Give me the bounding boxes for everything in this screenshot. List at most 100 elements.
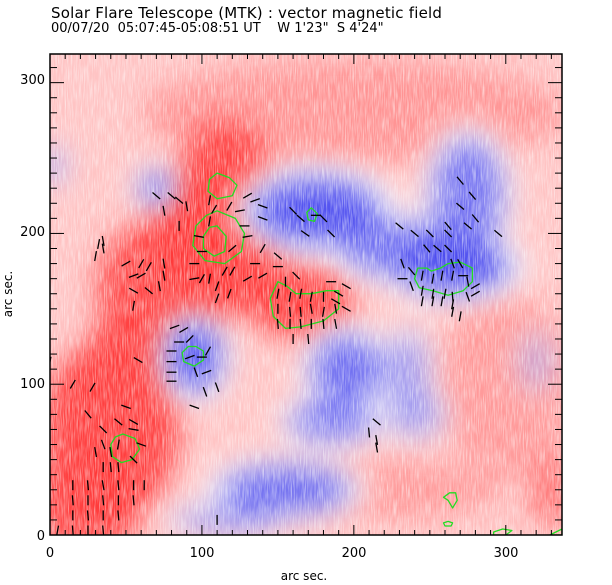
field-vector (136, 442, 147, 447)
field-vector (133, 357, 143, 364)
field-vector (157, 281, 161, 292)
field-vector (208, 195, 212, 206)
subtitle-date: 00/07/20 (51, 21, 110, 36)
field-vector (214, 382, 220, 393)
field-vector (466, 276, 470, 287)
field-vector (56, 525, 60, 535)
field-vector (309, 291, 313, 302)
field-vector (201, 369, 212, 375)
x-tick-label: 300 (494, 546, 519, 561)
field-contour (306, 207, 319, 223)
field-vector (319, 214, 328, 223)
field-vector (444, 221, 452, 231)
field-vector (299, 288, 303, 299)
field-vector (250, 197, 261, 203)
field-vector (330, 298, 341, 305)
field-vector (470, 290, 481, 297)
field-contour (442, 492, 458, 509)
field-vector (273, 252, 283, 260)
noise-overlay (50, 54, 562, 535)
field-vector (174, 196, 184, 204)
field-vector (334, 318, 338, 329)
field-vector (470, 283, 481, 290)
field-vector (116, 439, 120, 450)
field-vector (99, 425, 108, 434)
contour-layer (110, 172, 562, 535)
field-vector (276, 288, 280, 299)
field-vector (226, 288, 232, 299)
field-vector (128, 418, 139, 425)
field-vector (208, 273, 212, 284)
field-vector (423, 244, 431, 253)
chart-title: Solar Flare Telescope (MTK) : vector mag… (51, 4, 443, 22)
field-vector (102, 525, 105, 535)
field-vector (121, 260, 131, 267)
field-vector (189, 404, 200, 410)
subtitle-time-range: 05:07:45-05:08:51 UT (117, 21, 261, 36)
field-contour (202, 225, 227, 257)
field-vector (455, 202, 465, 210)
field-vector (102, 495, 105, 506)
field-vector (375, 442, 379, 453)
field-vector (341, 305, 351, 312)
plot-frame (49, 53, 563, 536)
field-vector (321, 306, 325, 317)
field-vector (208, 216, 212, 227)
field-vector (465, 291, 471, 302)
tick-layer (49, 54, 562, 536)
field-vector (257, 203, 268, 209)
field-vector (296, 214, 305, 223)
field-vector (117, 510, 120, 521)
field-vector (257, 215, 268, 221)
field-vector (193, 367, 199, 378)
field-vector (444, 229, 453, 238)
field-vector (433, 244, 442, 253)
field-vector (493, 229, 503, 238)
field-vector (211, 204, 218, 214)
field-vector (456, 176, 464, 185)
field-vector (463, 222, 473, 230)
field-vector (128, 273, 139, 279)
field-vector (229, 266, 236, 276)
field-vector (204, 346, 212, 356)
field-vector (425, 229, 434, 238)
field-vector (307, 333, 310, 345)
field-vector (97, 238, 101, 250)
field-vector (341, 283, 351, 290)
field-vector (289, 206, 298, 215)
field-vector (410, 229, 419, 238)
field-contour (549, 528, 562, 535)
field-vector (84, 410, 92, 419)
field-vector (443, 288, 447, 299)
field-vector (162, 258, 166, 269)
field-contour (181, 345, 205, 367)
field-vector (468, 191, 477, 201)
field-vector (450, 258, 455, 269)
field-vector (185, 334, 194, 343)
field-vector (184, 354, 195, 360)
field-vector (451, 270, 455, 281)
field-vector (185, 201, 189, 212)
field-vector (71, 525, 74, 535)
field-vector (114, 418, 123, 426)
field-vector (193, 234, 204, 238)
field-vector (86, 510, 90, 521)
field-contour (413, 261, 474, 296)
field-vector (440, 270, 444, 281)
field-vector (71, 495, 74, 506)
field-contour (269, 281, 340, 330)
field-vector (100, 439, 106, 450)
x-tick-label: 0 (46, 546, 54, 561)
field-vector (299, 306, 302, 317)
field-vector (179, 326, 189, 333)
field-vector (451, 306, 455, 317)
field-vector (420, 270, 424, 281)
field-contour (110, 433, 141, 464)
field-vector (409, 281, 414, 292)
field-vector (258, 272, 268, 279)
field-vector (198, 273, 205, 284)
field-vector (300, 230, 310, 237)
field-vector (457, 258, 464, 269)
field-vector (259, 243, 266, 254)
